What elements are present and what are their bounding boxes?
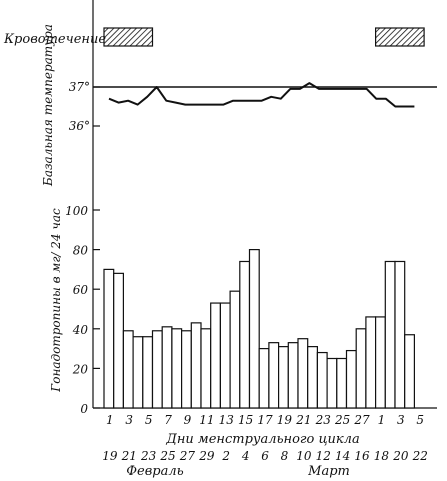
gonadotropin-bar: [355, 328, 367, 409]
date-label: 20: [392, 449, 409, 463]
date-label: 16: [354, 449, 370, 463]
gonadotropin-bar: [404, 334, 416, 409]
y-tick-label: 100: [65, 204, 88, 218]
y-tick-label: 20: [72, 362, 89, 376]
cycle-day-label: 19: [277, 413, 293, 427]
date-label: 19: [102, 449, 118, 463]
gonadotropin-bar: [365, 316, 377, 409]
y-tick-label: 60: [73, 283, 89, 297]
cycle-day-label: 15: [238, 413, 253, 427]
gonadotropin-bar: [171, 328, 183, 409]
calendar-date-labels: 19 21 23 25 27 29 2 4 6 8 10 12 14 16 18 20 22: [102, 449, 428, 463]
gonadotropin-bar: [210, 302, 221, 409]
cycle-day-labels: 1 3 5 7 9 11 13 15 17 19 21 23 25 27 1 3 5: [106, 413, 424, 427]
cycle-day-label: 3: [125, 413, 133, 427]
bleeding-period: [375, 27, 425, 47]
date-label: 8: [281, 449, 289, 463]
cycle-day-label: 5: [145, 413, 153, 427]
bleeding-period: [103, 27, 154, 47]
gonadotropin-bar: [375, 316, 386, 409]
gonadotropin-bar: [248, 249, 260, 409]
gonadotropin-bar: [316, 351, 328, 409]
gonadotropin-bar: [122, 330, 134, 409]
gonadotropin-bars: [103, 249, 416, 409]
y-tick-label: 0: [80, 402, 88, 416]
date-label: 29: [198, 449, 215, 463]
date-label: 25: [159, 449, 175, 463]
month-label: Март: [307, 464, 350, 479]
cycle-day-label: 11: [199, 413, 214, 427]
date-label: 18: [374, 449, 390, 463]
cycle-day-label: 9: [184, 413, 192, 427]
gonadotropin-bar: [278, 346, 289, 409]
gonadotropin-bar: [394, 260, 406, 409]
date-label: 14: [335, 449, 350, 463]
date-label: 12: [316, 449, 331, 463]
gonadotropin-bar: [229, 290, 241, 409]
gonadotropin-bar: [345, 349, 357, 409]
date-label: 27: [179, 449, 196, 463]
date-label: 21: [121, 449, 137, 463]
gonadotropin-bar: [268, 342, 280, 409]
y-tick-label: 40: [72, 323, 89, 337]
date-label: 6: [261, 449, 269, 463]
y-tick-label: 80: [73, 244, 89, 258]
cycle-day-label: 23: [315, 413, 332, 427]
gonadotropin-bar: [103, 268, 115, 409]
cycle-day-label: 7: [164, 413, 172, 427]
bleeding-periods: [103, 27, 425, 47]
cycle-day-label: 1: [106, 413, 114, 427]
temperature-ticks: 37° 36°: [69, 80, 100, 133]
cycle-day-label: 1: [378, 413, 386, 427]
gonadotropin-bar: [258, 348, 270, 409]
gonadotropin-bar: [113, 272, 124, 409]
cycle-day-label: 13: [219, 413, 235, 427]
month-label: Февраль: [126, 464, 183, 479]
cycle-day-label: 21: [295, 413, 311, 427]
gonadotropin-bar: [326, 357, 338, 409]
date-label: 23: [140, 449, 157, 463]
gonadotropin-bar: [142, 336, 154, 409]
cycle-day-label: 17: [257, 413, 273, 427]
cycle-day-label: 5: [416, 413, 424, 427]
gonadotropin-bar: [219, 302, 231, 409]
cycle-day-label: 25: [334, 413, 350, 427]
cycle-day-label: 27: [353, 413, 370, 427]
gonadotropin-bar: [307, 346, 319, 409]
gonadotropin-bar: [190, 322, 202, 409]
basal-temperature-line: [108, 82, 415, 108]
gonadotropin-bar: [181, 330, 192, 409]
gonadotropin-bar: [200, 328, 212, 409]
date-label: 2: [221, 449, 230, 463]
gonadotropin-bar: [151, 330, 163, 409]
temp-tick-label: 36°: [69, 119, 90, 133]
gonadotropin-ticks: 100 80 60 40 20 0: [65, 204, 100, 416]
date-label: 22: [412, 449, 428, 463]
gonadotropin-bar: [384, 260, 396, 409]
gonadotropin-bar: [287, 342, 299, 409]
bleeding-label: Кровотечение: [3, 32, 106, 47]
gonadotropin-bar: [161, 326, 173, 409]
x-axis-title: Дни менструального цикла: [165, 432, 359, 447]
gonadotropin-bar: [239, 260, 251, 409]
temperature-axis-label: Базальная температура: [41, 24, 55, 187]
gonadotropin-bar: [132, 336, 144, 409]
gonadotropin-bar: [336, 357, 348, 409]
cycle-day-label: 3: [397, 413, 405, 427]
date-label: 10: [296, 449, 312, 463]
month-labels: Февраль Март: [126, 464, 350, 479]
gonadotropin-axis-label: Гонадотропины в мг/ 24 час: [49, 208, 63, 393]
temp-tick-label: 37°: [69, 80, 90, 94]
gonadotropin-bar: [297, 338, 309, 409]
date-label: 4: [241, 449, 250, 463]
